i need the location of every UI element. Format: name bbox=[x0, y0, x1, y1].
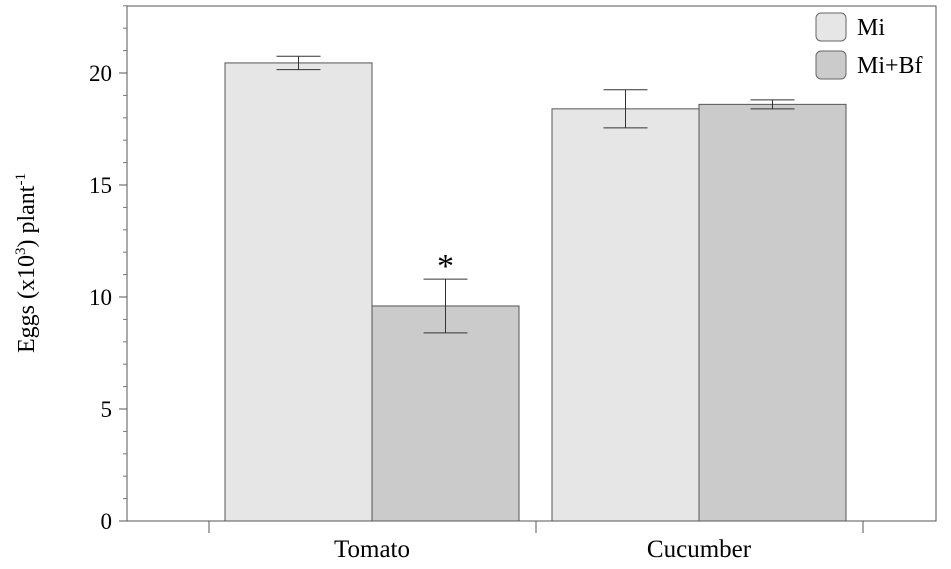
legend-swatch bbox=[815, 50, 847, 80]
y-axis-label: Eggs (x103) plant-1 bbox=[13, 173, 40, 353]
annotations-group: * bbox=[437, 248, 454, 285]
legend-swatch bbox=[815, 12, 847, 42]
x-category-label: Tomato bbox=[334, 536, 410, 563]
y-axis: 0 5 10 15 20 bbox=[89, 5, 127, 534]
y-axis-label-sup: 3 bbox=[13, 247, 29, 255]
legend-label: Mi+Bf bbox=[857, 53, 923, 79]
y-tick-label: 15 bbox=[89, 173, 112, 198]
bar-mi-bf-tomato bbox=[371, 305, 520, 522]
bar-mi-cucumber bbox=[551, 108, 700, 522]
bars-group bbox=[224, 62, 847, 522]
y-axis-label-sup2: -1 bbox=[13, 173, 29, 186]
bar-mi-tomato bbox=[224, 62, 373, 522]
y-tick-label: 10 bbox=[89, 285, 112, 310]
x-axis: Tomato Cucumber bbox=[208, 521, 864, 563]
x-category-label: Cucumber bbox=[647, 536, 752, 563]
y-axis-label-main: Eggs (x10 bbox=[14, 255, 40, 353]
y-tick-label: 0 bbox=[101, 509, 113, 534]
y-tick-label: 20 bbox=[89, 61, 112, 86]
y-tick-label: 5 bbox=[101, 397, 113, 422]
legend-label: Mi bbox=[857, 15, 885, 41]
significance-marker: * bbox=[437, 248, 454, 285]
error-bars-group bbox=[276, 55, 795, 334]
legend: Mi Mi+Bf bbox=[815, 12, 923, 80]
bar-mi-bf-cucumber bbox=[698, 103, 847, 522]
plot-frame bbox=[126, 5, 937, 522]
y-axis-label-mid: ) plant bbox=[14, 185, 40, 247]
